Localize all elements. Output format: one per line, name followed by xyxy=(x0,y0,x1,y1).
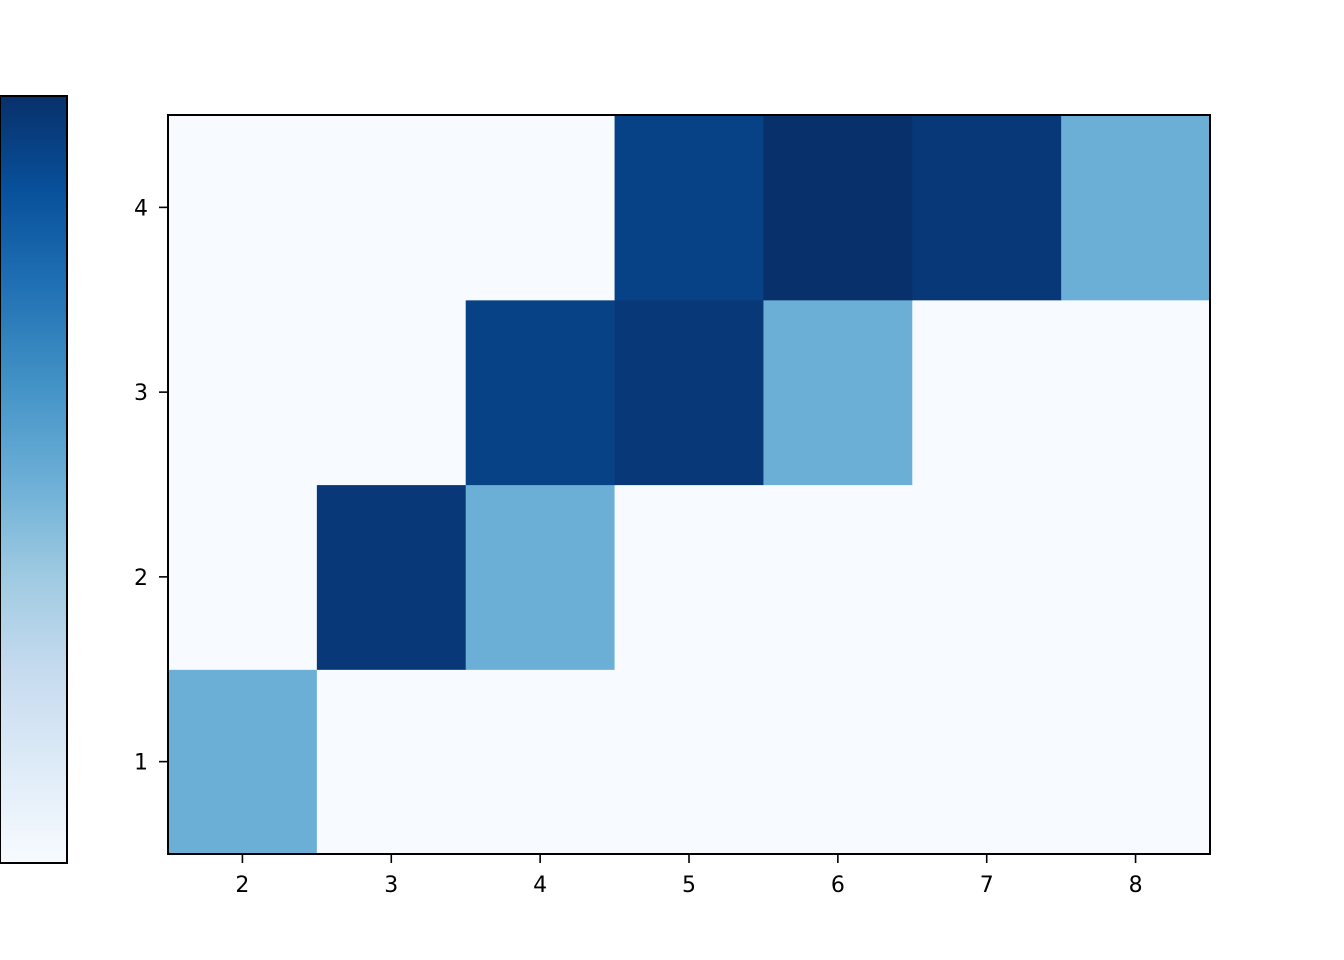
heatmap-cell xyxy=(168,669,318,855)
heatmap-cell xyxy=(168,299,318,486)
x-tick-label: 5 xyxy=(682,873,696,898)
heatmap-cell xyxy=(316,299,467,486)
heatmap-cell xyxy=(465,669,616,855)
heatmap-cell xyxy=(614,115,765,301)
heatmap-cell xyxy=(1061,669,1211,855)
heatmap-cell xyxy=(1061,115,1211,301)
heatmap-cell xyxy=(763,115,913,301)
y-tick-label: 2 xyxy=(134,566,148,591)
heatmap-cell xyxy=(168,484,318,670)
x-tick-label: 3 xyxy=(384,873,398,898)
heatmap-cell xyxy=(763,669,913,855)
x-tick-label: 8 xyxy=(1129,873,1143,898)
x-tick-label: 6 xyxy=(831,873,845,898)
heatmap-cells xyxy=(168,115,1211,855)
heatmap-cell xyxy=(912,669,1062,855)
heatmap-cell xyxy=(316,669,467,855)
heatmap-cell xyxy=(1061,484,1211,670)
x-tick-label: 4 xyxy=(533,873,547,898)
x-axis: 2 3 4 5 6 7 8 xyxy=(235,854,1143,898)
colorbar xyxy=(0,95,68,864)
heatmap-cell xyxy=(465,484,616,670)
heatmap-cell xyxy=(465,115,616,301)
heatmap-cell xyxy=(614,484,765,670)
heatmap-cell xyxy=(465,299,616,486)
heatmap-cell xyxy=(168,115,318,301)
heatmap-cell xyxy=(912,299,1062,486)
y-tick-label: 1 xyxy=(134,751,148,776)
heatmap-cell xyxy=(763,484,913,670)
x-tick-label: 7 xyxy=(980,873,994,898)
heatmap-cell xyxy=(316,115,467,301)
heatmap-cell xyxy=(614,669,765,855)
heatmap-cell xyxy=(912,484,1062,670)
y-tick-label: 3 xyxy=(134,381,148,406)
heatmap-cell xyxy=(912,115,1062,301)
heatmap-cell xyxy=(1061,299,1211,486)
y-tick-label: 4 xyxy=(134,196,148,221)
heatmap-cell xyxy=(614,299,765,486)
x-tick-label: 2 xyxy=(235,873,249,898)
heatmap-cell xyxy=(316,484,467,670)
y-axis: 1 2 3 4 xyxy=(134,196,168,776)
heatmap-cell xyxy=(763,299,913,486)
